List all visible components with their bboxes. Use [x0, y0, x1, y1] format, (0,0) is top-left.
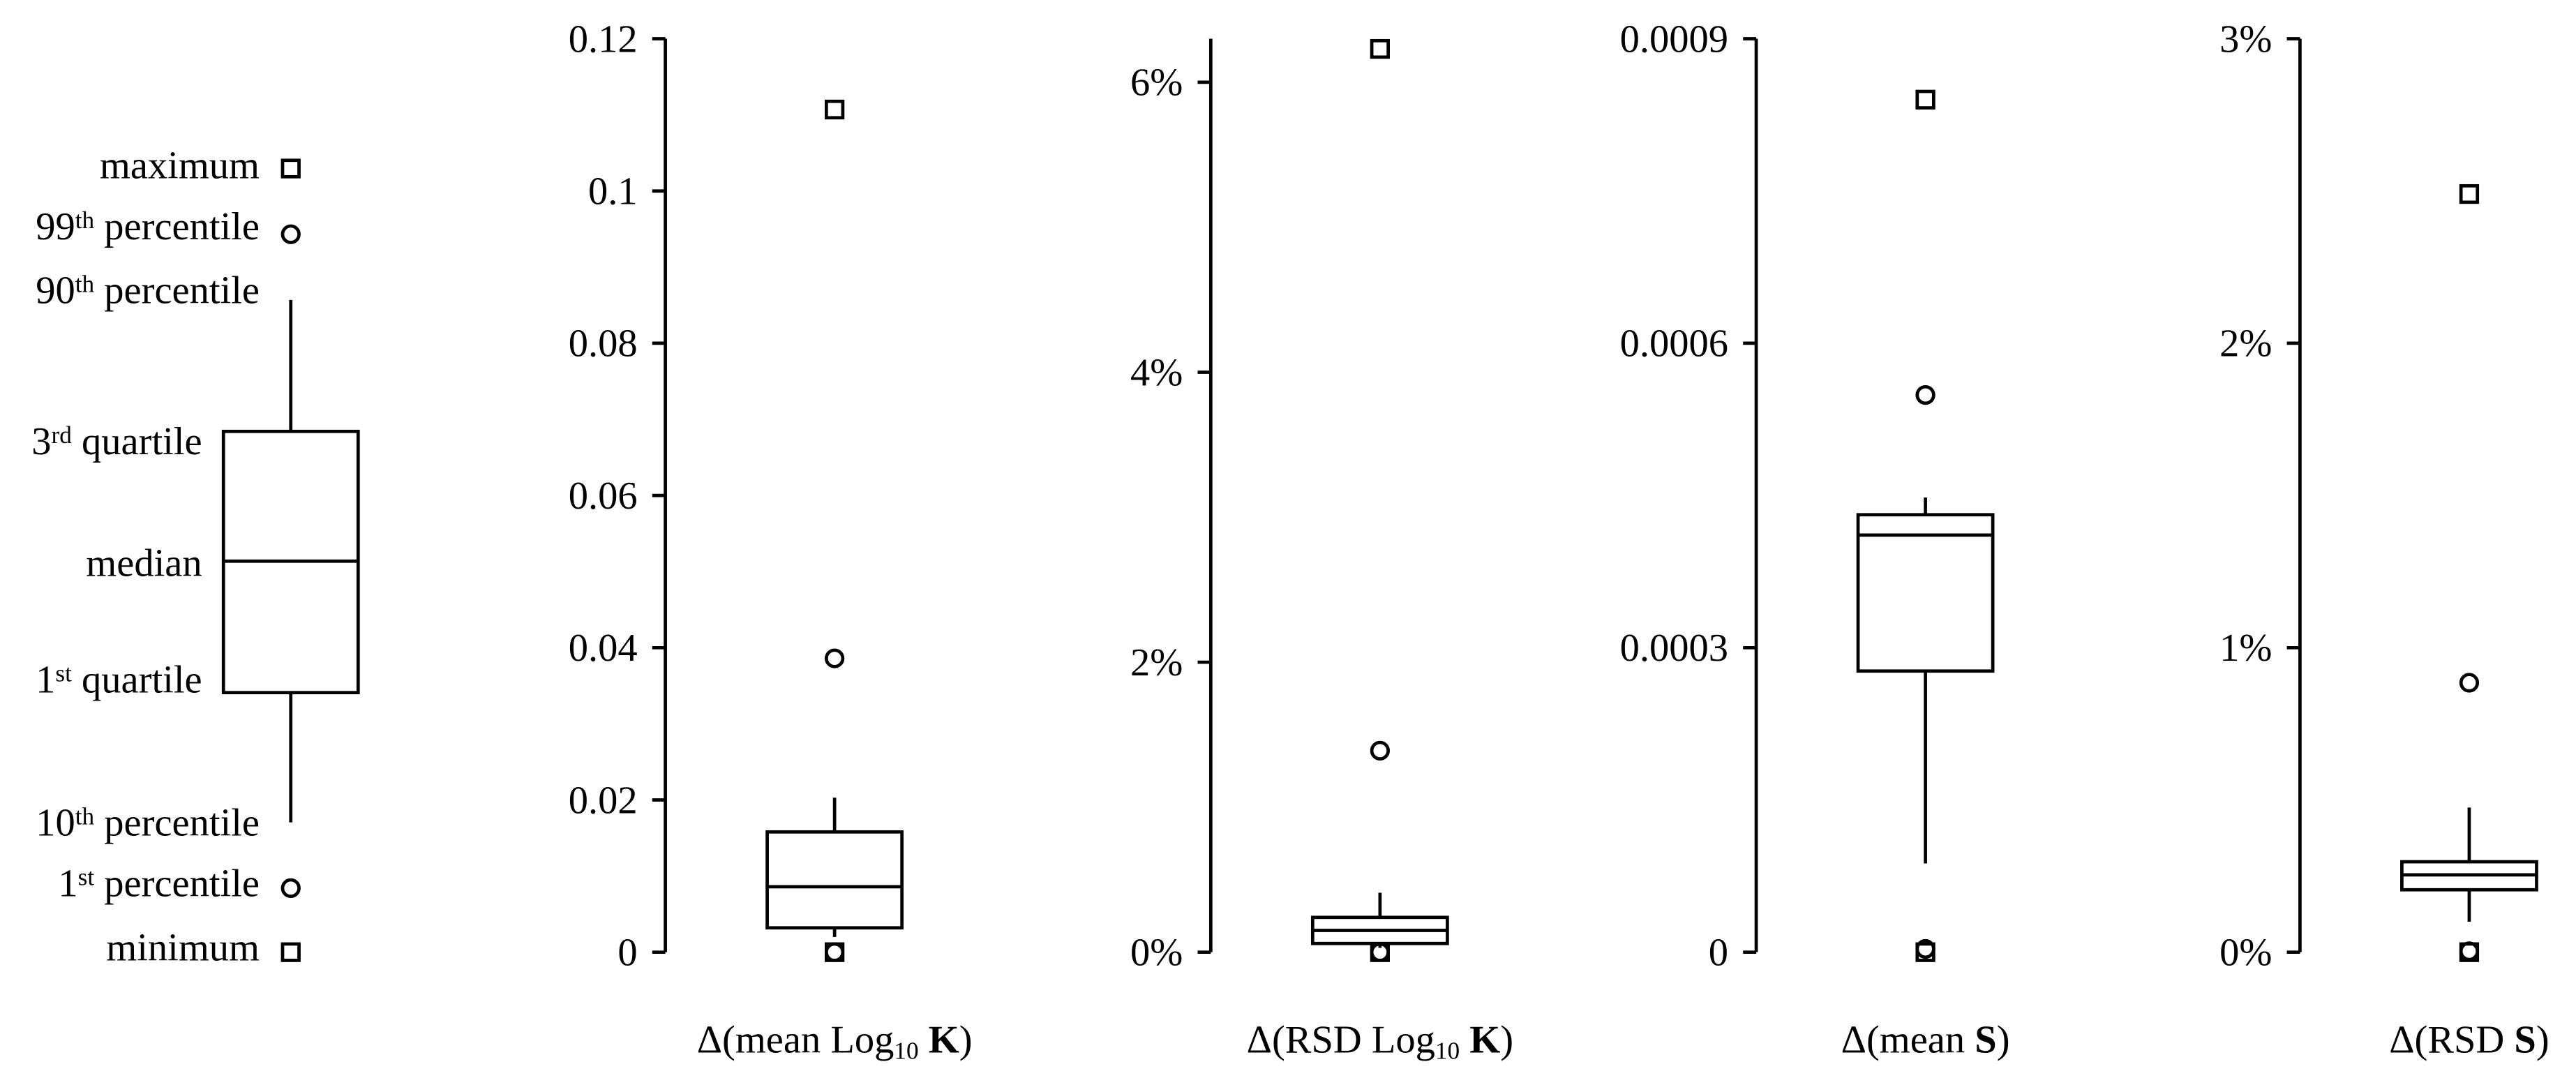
key-circle	[280, 224, 301, 244]
key-label: 99th percentile	[36, 205, 260, 248]
y-tick-label: 0.0003	[1620, 627, 1728, 670]
text-part: )	[2536, 1018, 2549, 1061]
text-part: S	[2514, 1018, 2536, 1061]
y-tick-label: 0.1	[588, 170, 638, 214]
text-part: th	[75, 803, 95, 830]
text-part: th	[75, 271, 95, 298]
text-part: minimum	[106, 926, 260, 969]
text-part: )	[959, 1018, 973, 1061]
extreme-point	[1915, 942, 1935, 962]
key-label: minimum	[106, 926, 260, 969]
text-part: K	[1460, 1018, 1500, 1061]
percentile-point	[2459, 673, 2480, 693]
percentile-point	[1370, 740, 1390, 761]
text-part: )	[1500, 1018, 1513, 1061]
key-square	[280, 158, 301, 179]
y-tick-label: 0.08	[569, 322, 638, 366]
x-axis-label: Δ(mean Log10 K)	[697, 1018, 973, 1064]
text-part: 3	[31, 420, 51, 463]
y-tick-label: 2%	[2219, 322, 2272, 366]
y-tick-label: 0%	[2219, 931, 2272, 975]
text-part: th	[75, 207, 95, 234]
y-tick-label: 0.02	[569, 779, 638, 822]
text-part: )	[1997, 1018, 2010, 1061]
text-part: quartile	[72, 420, 202, 463]
text-part: percentile	[94, 862, 260, 906]
box-key	[221, 158, 360, 962]
key-square	[280, 942, 301, 962]
box	[765, 830, 904, 930]
y-tick-label: 0	[617, 931, 637, 975]
text-part: Δ(mean Log	[697, 1018, 894, 1061]
text-part: st	[78, 864, 95, 891]
key-label: 1st quartile	[36, 659, 202, 702]
text-part: 99	[36, 205, 75, 248]
key-label: median	[86, 541, 202, 585]
extreme-point	[1370, 38, 1390, 59]
text-part: percentile	[94, 802, 260, 845]
x-axis-label: Δ(RSD S)	[2389, 1018, 2549, 1061]
y-tick-label: 4%	[1130, 351, 1183, 394]
text-part: st	[55, 660, 72, 687]
y-tick-label: 0%	[1130, 931, 1183, 975]
y-tick-label: 0.06	[569, 474, 638, 518]
text-part: 1	[36, 659, 55, 702]
y-tick-label: 0	[1709, 931, 1728, 975]
extreme-point	[825, 99, 845, 120]
text-part: rd	[52, 422, 73, 449]
y-tick-label: 2%	[1130, 641, 1183, 684]
text-part: 90	[36, 269, 75, 313]
extreme-point	[2459, 184, 2480, 204]
y-tick-label: 0.12	[569, 17, 638, 61]
key-label: 3rd quartile	[31, 420, 202, 463]
y-tick-label: 6%	[1130, 61, 1183, 105]
y-tick-label: 3%	[2219, 17, 2272, 61]
extreme-point	[2459, 942, 2480, 962]
key-label: maximum	[100, 144, 260, 188]
percentile-point	[825, 648, 845, 668]
text-part: 10	[36, 802, 75, 845]
percentile-point	[1915, 384, 1935, 405]
y-tick-label: 0.0006	[1620, 322, 1728, 366]
box	[1856, 513, 1995, 673]
text-part: percentile	[94, 269, 260, 313]
key-circle	[280, 878, 301, 898]
text-part: maximum	[100, 144, 260, 188]
key-label: 10th percentile	[36, 802, 260, 845]
key-label: 1st percentile	[58, 862, 260, 906]
extreme-point	[1370, 942, 1390, 962]
text-part: Δ(mean	[1841, 1018, 1975, 1061]
extreme-point	[1915, 89, 1935, 110]
text-part: quartile	[72, 659, 202, 702]
text-part: Δ(RSD Log	[1247, 1018, 1435, 1061]
percentile-point	[825, 942, 845, 962]
text-part: K	[919, 1018, 959, 1061]
y-tick-label: 0.0009	[1620, 17, 1728, 61]
text-part: 1	[58, 862, 77, 906]
extreme-point	[825, 942, 845, 962]
y-tick-label: 0.04	[569, 627, 638, 670]
text-part: 10	[894, 1037, 918, 1064]
key-label: 90th percentile	[36, 269, 260, 313]
text-part: Δ(RSD	[2389, 1018, 2514, 1061]
x-axis-label: Δ(RSD Log10 K)	[1247, 1018, 1513, 1064]
text-part: 10	[1435, 1037, 1460, 1064]
x-axis-label: Δ(mean S)	[1841, 1018, 2010, 1061]
text-part: median	[86, 541, 202, 585]
text-part: S	[1975, 1018, 1996, 1061]
text-part: percentile	[94, 205, 260, 248]
y-tick-label: 1%	[2219, 627, 2272, 670]
